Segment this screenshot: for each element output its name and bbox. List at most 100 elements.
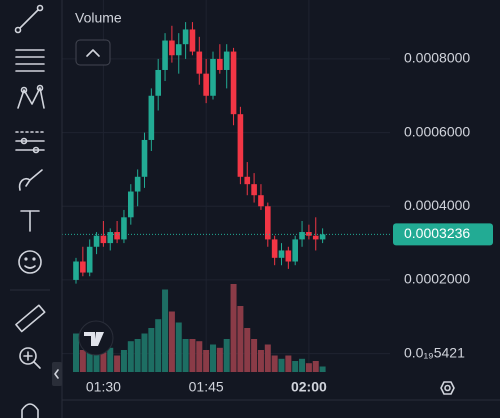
x-tick-label: 02:00: [291, 379, 327, 395]
candle-body: [93, 235, 100, 247]
volume-bar: [114, 355, 121, 372]
candle-body: [121, 217, 127, 240]
last-price-label: 0.0003236: [404, 225, 470, 241]
candle-body: [100, 235, 107, 244]
fib-tool[interactable]: [15, 49, 45, 72]
volume-bar: [182, 339, 189, 372]
volume-bar: [271, 355, 278, 372]
volume-bar: [299, 358, 306, 372]
emoji-tool[interactable]: [18, 250, 42, 274]
volume-bar: [257, 350, 264, 372]
volume-legend: Volume: [75, 10, 122, 26]
candle-body: [196, 51, 203, 74]
volume-bar: [210, 344, 216, 372]
volume-bar: [162, 289, 169, 372]
x-tick-label: 01:30: [86, 379, 121, 395]
brush-tool[interactable]: [18, 169, 43, 191]
y-tick-label: 0.0₁₉5421: [404, 344, 465, 360]
candle-body: [80, 261, 86, 273]
candle-body: [265, 206, 271, 240]
y-tick-label: 0.0006000: [404, 123, 470, 139]
candle-body: [223, 51, 230, 70]
candle-body: [162, 40, 168, 70]
volume-bar: [244, 328, 251, 372]
y-tick-label: 0.0002000: [404, 271, 470, 287]
volume-bar: [312, 361, 319, 372]
text-tool[interactable]: [20, 210, 40, 232]
candle-body: [155, 69, 161, 96]
candle-body: [141, 139, 148, 177]
volume-bar: [141, 333, 148, 372]
volume-bar: [175, 322, 182, 372]
collapse-chevron: [54, 369, 59, 379]
candle-body: [128, 191, 134, 218]
volume-bar: [285, 355, 292, 372]
candle-body: [244, 176, 251, 185]
x-tick-label: 01:45: [189, 379, 224, 395]
measure-tool[interactable]: [15, 304, 46, 333]
candle-body: [271, 239, 278, 258]
candle-body: [278, 250, 285, 258]
volume-bar: [86, 339, 93, 372]
pattern-tool[interactable]: [17, 84, 45, 109]
candle-body: [86, 246, 93, 273]
volume-bar: [134, 339, 141, 372]
volume-bar: [264, 344, 271, 372]
candle-body: [292, 239, 298, 262]
volume-bar: [93, 344, 100, 372]
candle-body: [169, 40, 175, 56]
candle-body: [312, 235, 319, 240]
volume-bar: [319, 366, 326, 372]
magnet-tool[interactable]: [21, 403, 39, 418]
candle-body: [217, 58, 223, 70]
candle-body: [73, 261, 79, 280]
chart-settings[interactable]: [440, 381, 455, 395]
volume-bar: [107, 347, 114, 372]
volume-bar: [189, 339, 196, 372]
zoom-tool[interactable]: [19, 347, 41, 369]
volume-bar: [305, 363, 312, 372]
volume-bar: [155, 319, 162, 372]
trend-line-tool[interactable]: [14, 4, 44, 34]
candle-body: [134, 176, 141, 192]
volume-bar: [127, 341, 134, 372]
candle-body: [203, 73, 209, 96]
tradingview-logo: [78, 320, 114, 356]
volume-bar: [230, 284, 237, 372]
volume-bar: [292, 361, 299, 372]
y-tick-label: 0.0004000: [404, 197, 470, 213]
candle-body: [237, 114, 244, 177]
volume-bar: [168, 311, 175, 372]
volume-bar: [73, 333, 79, 372]
volume-bar: [203, 350, 210, 372]
volume-bar: [223, 339, 230, 372]
candle-body: [230, 51, 237, 115]
candle-body: [189, 29, 196, 52]
candle-body: [285, 250, 292, 262]
plot-area: 0.0₁₉5421 0.0002000 0.0004000 0.0006000 0.00…: [62, 0, 493, 395]
forecast-tool[interactable]: [15, 131, 45, 154]
volume-bar: [148, 328, 155, 372]
last-price-tag: [393, 223, 493, 246]
candle-body: [107, 232, 114, 244]
toolbar-collapse[interactable]: [52, 362, 62, 386]
candle-body: [148, 95, 155, 140]
chevron-up: [86, 49, 100, 57]
volume-bar: [251, 339, 258, 372]
candle-body: [306, 232, 312, 236]
candle-body: [251, 184, 257, 196]
volume-bar: [216, 347, 223, 372]
candle-body: [319, 234, 326, 240]
volume-bar: [100, 352, 107, 372]
candle-body: [182, 29, 189, 45]
legend-collapse-button[interactable]: [75, 39, 111, 66]
volume-bar: [79, 350, 86, 372]
y-tick-label: 0.0008000: [404, 50, 470, 66]
volume-bar: [196, 341, 203, 372]
volume-bar: [120, 350, 127, 372]
candle-body: [114, 232, 120, 240]
candle-body: [210, 58, 216, 96]
candle-body: [175, 44, 182, 56]
volume-bar: [278, 358, 285, 372]
